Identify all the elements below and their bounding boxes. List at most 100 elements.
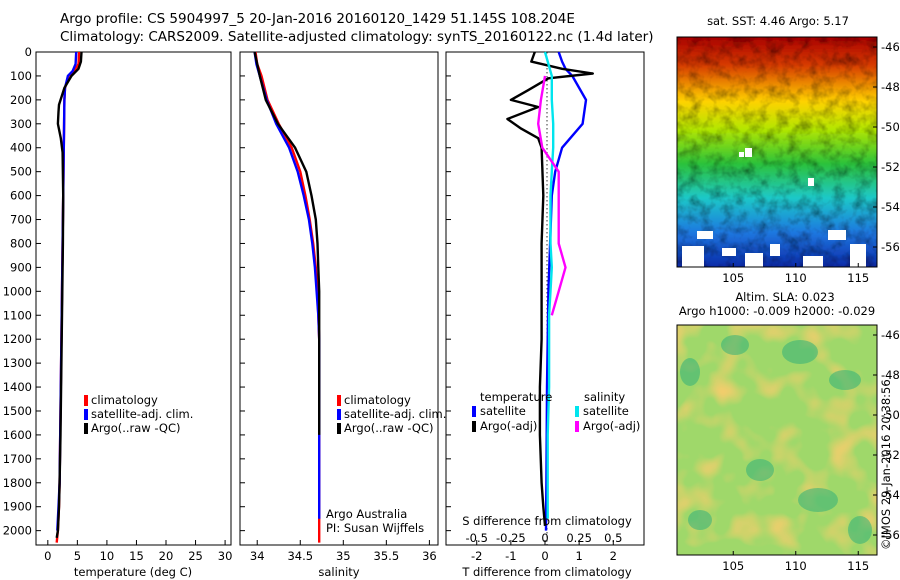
y-tick-label: 1300 <box>3 356 32 370</box>
s-tick-label: -0.25 <box>496 531 526 545</box>
legend-swatch-argo <box>337 423 341 434</box>
y-tick-label: 900 <box>10 260 32 274</box>
map-y-tick-label: -46 <box>881 328 900 342</box>
sla-map-frame <box>676 324 878 556</box>
sla-map-panel: Altim. SLA: 0.023 Argo h1000: -0.009 h20… <box>676 290 900 573</box>
y-tick-label: 500 <box>10 165 32 179</box>
map-y-tick-label: -46 <box>881 40 900 54</box>
legend-label-argo: Argo(..raw -QC) <box>344 421 434 435</box>
x-tick-label: 1 <box>575 549 582 563</box>
map-y-tick-label: -52 <box>881 448 900 462</box>
y-tick-label: 1800 <box>3 476 32 490</box>
series-line-salinity-satellite <box>543 51 555 519</box>
map-x-tick-label: 110 <box>785 271 807 285</box>
y-tick-label: 1200 <box>3 332 32 346</box>
temperature-xlabel: temperature (deg C) <box>74 565 192 579</box>
x-tick-label: 10 <box>100 549 115 563</box>
map-y-tick-label: -54 <box>881 488 900 502</box>
series-line-argo-raw-qc <box>55 51 83 538</box>
difference-panel: -2 -1 0 1 2 -0.5 -0.25 0 0.25 0.5 T difference fr… <box>445 51 645 579</box>
legend-label-argo: Argo(..raw -QC) <box>91 421 181 435</box>
legend-header-temperature: temperature <box>480 390 552 404</box>
y-tick-label: 1900 <box>3 500 32 514</box>
legend-swatch-t-satellite <box>472 406 476 417</box>
y-tick-label: 800 <box>10 236 32 250</box>
legend-header-salinity: salinity <box>584 390 625 404</box>
x-tick-label: 35.5 <box>374 549 400 563</box>
s-tick-label: 0.25 <box>566 531 592 545</box>
x-tick-label: 34.5 <box>287 549 313 563</box>
legend-label-s-satellite: satellite <box>583 404 629 418</box>
sst-map-frame <box>676 36 878 268</box>
series-line-climatology <box>254 51 321 543</box>
temperature-panel: 0 5 10 15 20 25 300100200300400500600700800900… <box>3 45 233 579</box>
y-tick-label: 1400 <box>3 380 32 394</box>
credit-pi: PI: Susan Wijffels <box>326 521 424 535</box>
legend-label-s-argo: Argo(-adj) <box>583 419 640 433</box>
x-tick-label: 36 <box>422 549 437 563</box>
map-y-tick-label: -48 <box>881 80 900 94</box>
legend-label-t-satellite: satellite <box>480 404 526 418</box>
map-y-tick-label: -48 <box>881 368 900 382</box>
map-x-tick-label: 105 <box>722 271 744 285</box>
legend-swatch-argo <box>84 423 88 434</box>
legend-label-t-argo: Argo(-adj) <box>480 419 537 433</box>
x-tick-label: 34 <box>250 549 265 563</box>
x-tick-label: 15 <box>129 549 144 563</box>
map-x-tick-label: 105 <box>722 559 744 573</box>
x-tick-label: 0 <box>44 549 51 563</box>
y-tick-label: 600 <box>10 189 32 203</box>
legend-swatch-t-argo <box>472 421 476 432</box>
legend-label-satellite: satellite-adj. clim. <box>344 407 446 421</box>
y-tick-label: 400 <box>10 141 32 155</box>
y-tick-label: 100 <box>10 69 32 83</box>
legend-swatch-climatology <box>84 395 88 406</box>
s-tick-label: 0.5 <box>604 531 622 545</box>
legend-swatch-s-argo <box>575 421 579 432</box>
x-tick-label: 30 <box>218 549 233 563</box>
difference-legend: temperature salinity satellite Argo(-adj… <box>472 390 640 433</box>
series-line-argo-raw-qc <box>253 51 321 435</box>
imos-watermark: ©IMOS 29-Jan-2016 20:38:56 <box>879 379 893 550</box>
y-tick-label: 1500 <box>3 404 32 418</box>
s-tick-label: -0.5 <box>465 531 487 545</box>
map-x-tick-label: 110 <box>785 559 807 573</box>
y-tick-label: 0 <box>25 45 32 59</box>
sst-heatmap <box>677 37 877 267</box>
y-tick-label: 700 <box>10 213 32 227</box>
salinity-axes-frame <box>239 51 439 546</box>
legend-swatch-satellite <box>84 409 88 420</box>
x-tick-label: 0 <box>541 549 548 563</box>
sla-teal-patches <box>680 335 872 544</box>
legend-swatch-climatology <box>337 395 341 406</box>
sst-land-mask <box>682 148 866 267</box>
s-tick-label: 0 <box>541 531 548 545</box>
x-tick-label: -1 <box>505 549 516 563</box>
salinity-xlabel: salinity <box>318 565 359 579</box>
salinity-legend: climatology satellite-adj. clim. Argo(..… <box>337 393 446 435</box>
y-tick-label: 2000 <box>3 524 32 538</box>
t-difference-xlabel: T difference from climatology <box>461 565 632 579</box>
series-line-satellite-adj-clim <box>253 51 321 519</box>
x-tick-label: 20 <box>159 549 174 563</box>
y-tick-label: 300 <box>10 117 32 131</box>
s-difference-xlabel: S difference from climatology <box>462 514 632 528</box>
map-y-tick-label: -50 <box>881 120 900 134</box>
credit-argo-australia: Argo Australia <box>326 507 407 521</box>
difference-axes-frame <box>445 51 645 546</box>
x-tick-label: 2 <box>610 549 617 563</box>
map-y-tick-label: -52 <box>881 160 900 174</box>
legend-swatch-s-satellite <box>575 406 579 417</box>
series-line-salinity-argo-adj <box>537 75 567 316</box>
figure-title-line1: Argo profile: CS 5904997_5 20-Jan-2016 2… <box>60 11 575 27</box>
y-tick-label: 200 <box>10 93 32 107</box>
legend-label-climatology: climatology <box>344 393 411 407</box>
legend-label-satellite: satellite-adj. clim. <box>91 407 193 421</box>
y-tick-label: 1000 <box>3 284 32 298</box>
temperature-legend: climatology satellite-adj. clim. Argo(..… <box>84 393 193 435</box>
map-y-tick-label: -56 <box>881 240 900 254</box>
map-x-tick-label: 115 <box>847 271 869 285</box>
x-tick-label: -2 <box>471 549 482 563</box>
map-y-tick-label: -50 <box>881 408 900 422</box>
